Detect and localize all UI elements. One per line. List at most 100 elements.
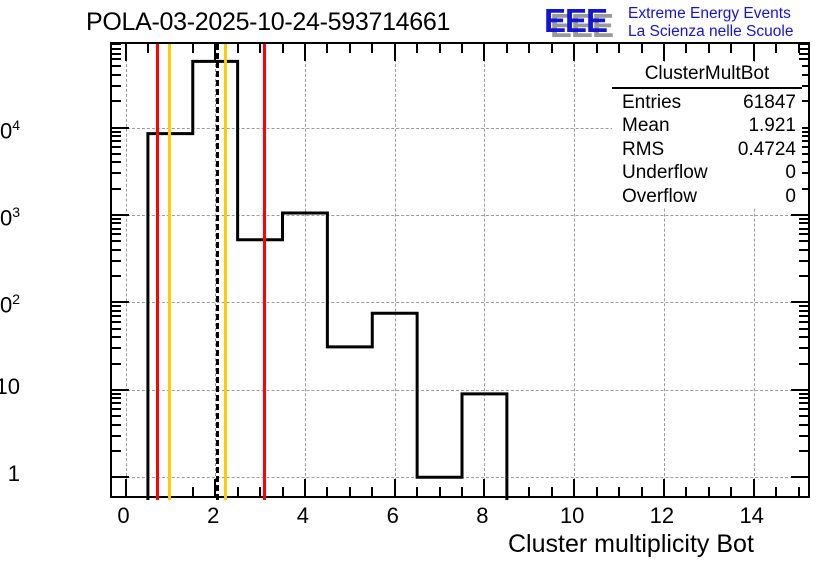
x-axis-tick — [505, 44, 508, 53]
x-axis-label: 2 — [207, 503, 220, 528]
y-axis-label-mantissa: 10 — [0, 117, 13, 143]
y-axis-tick — [799, 161, 808, 164]
y-axis-tick — [112, 240, 121, 243]
y-axis-tick — [799, 320, 808, 323]
x-axis-tick — [214, 479, 217, 496]
y-axis-tick — [799, 43, 808, 45]
y-axis-tick — [112, 392, 121, 395]
y-axis-tick — [112, 314, 121, 317]
y-axis-tick — [799, 145, 808, 148]
y-axis-tick — [799, 415, 808, 418]
x-axis-tick — [303, 479, 306, 496]
y-axis-label-mantissa: 1 — [7, 461, 20, 487]
y-axis-tick — [799, 65, 808, 68]
y-axis-label: 1 — [8, 463, 20, 485]
y-axis-label-mantissa: 10 — [0, 373, 20, 399]
y-axis-tick — [112, 423, 121, 426]
vertical-marker-mean-dashed — [216, 44, 219, 500]
y-axis-tick — [799, 327, 808, 330]
y-axis-tick — [799, 397, 808, 400]
y-axis-tick — [799, 392, 808, 395]
x-axis-tick — [236, 44, 239, 53]
y-axis-tick — [112, 52, 121, 55]
stats-row: Mean 1.921 — [612, 114, 802, 138]
x-axis-tick — [618, 487, 621, 496]
y-axis-tick — [112, 336, 121, 339]
x-axis-tick — [348, 44, 351, 53]
x-axis-tick — [730, 44, 733, 53]
x-axis-tick — [303, 44, 306, 61]
histogram-outline — [146, 59, 509, 500]
x-axis-tick — [146, 44, 149, 53]
y-axis-tick — [112, 275, 121, 277]
stats-row-label: RMS — [622, 138, 665, 160]
y-axis-tick — [112, 397, 121, 400]
stats-row-label: Underflow — [622, 162, 708, 183]
y-axis-tick — [791, 388, 808, 391]
x-axis-tick — [707, 487, 710, 496]
y-axis-tick — [799, 100, 808, 103]
vertical-marker-red-left — [156, 44, 160, 500]
eee-logo-line2: La Scienza nelle Scuole — [628, 23, 794, 40]
y-axis-label-mantissa: 10 — [0, 292, 13, 318]
y-axis-tick — [112, 362, 121, 365]
x-axis-tick — [685, 487, 688, 496]
x-axis-tick — [124, 44, 127, 61]
y-axis-tick — [799, 140, 808, 142]
gridline-horizontal — [112, 389, 808, 391]
y-axis-tick — [112, 402, 121, 405]
y-axis-tick — [799, 434, 808, 437]
x-axis-tick — [371, 44, 374, 53]
y-axis-tick — [112, 152, 121, 155]
y-axis-tick — [112, 233, 121, 236]
gridline-vertical — [304, 44, 306, 496]
stats-row: Entries 61847 — [612, 91, 802, 115]
x-axis-tick — [685, 44, 688, 53]
x-axis-tick — [393, 44, 396, 61]
y-axis-tick — [112, 248, 121, 251]
x-axis-tick — [550, 487, 553, 496]
y-axis-tick — [112, 134, 121, 137]
x-axis-tick — [393, 479, 396, 496]
y-axis-tick — [112, 84, 121, 87]
x-axis-tick — [326, 44, 329, 53]
y-axis-tick — [799, 275, 808, 277]
y-axis-tick — [799, 240, 808, 243]
x-axis-tick — [416, 487, 419, 496]
y-axis-tick — [799, 73, 808, 76]
x-axis-label: 10 — [559, 503, 585, 528]
y-axis-tick — [112, 100, 121, 103]
x-axis-tick — [236, 487, 239, 496]
vertical-marker-orange-left — [168, 44, 171, 500]
stats-row-value: 61847 — [743, 91, 796, 113]
y-axis-tick — [112, 450, 121, 452]
stats-row-label: Entries — [622, 91, 682, 113]
x-axis-tick — [371, 487, 374, 496]
y-axis-tick — [112, 130, 121, 133]
x-axis-tick — [573, 44, 576, 61]
x-axis-tick — [281, 44, 284, 53]
y-axis-tick — [799, 52, 808, 55]
x-axis-tick — [752, 479, 755, 496]
y-axis-label: 10 — [0, 373, 20, 399]
x-axis-tick — [326, 487, 329, 496]
y-axis-tick — [112, 305, 121, 308]
y-axis-label-mantissa: 10 — [0, 205, 13, 231]
x-axis-tick — [461, 487, 463, 496]
x-axis-tick — [640, 487, 643, 496]
y-axis-tick — [799, 347, 808, 350]
stats-row: RMS 0.4724 — [612, 138, 802, 162]
stats-row-label: Mean — [622, 115, 670, 136]
eee-logo: EEE EEE Extreme Energy Events La Scienza… — [536, 2, 834, 44]
stats-box-rows: Entries 61847 Mean 1.921 RMS 0.4724 Underflow 0… — [612, 91, 802, 209]
y-axis-tick — [799, 314, 808, 317]
histogram-series — [146, 59, 509, 500]
y-axis-tick — [112, 47, 121, 50]
y-axis-tick — [112, 408, 121, 411]
eee-logo-line1: Extreme Energy Events — [628, 5, 791, 22]
y-axis-tick — [791, 476, 808, 479]
y-axis-tick — [112, 222, 121, 225]
x-axis-title: Cluster multiplicity Bot — [508, 530, 754, 558]
y-axis-label-exponent: 3 — [12, 203, 20, 220]
